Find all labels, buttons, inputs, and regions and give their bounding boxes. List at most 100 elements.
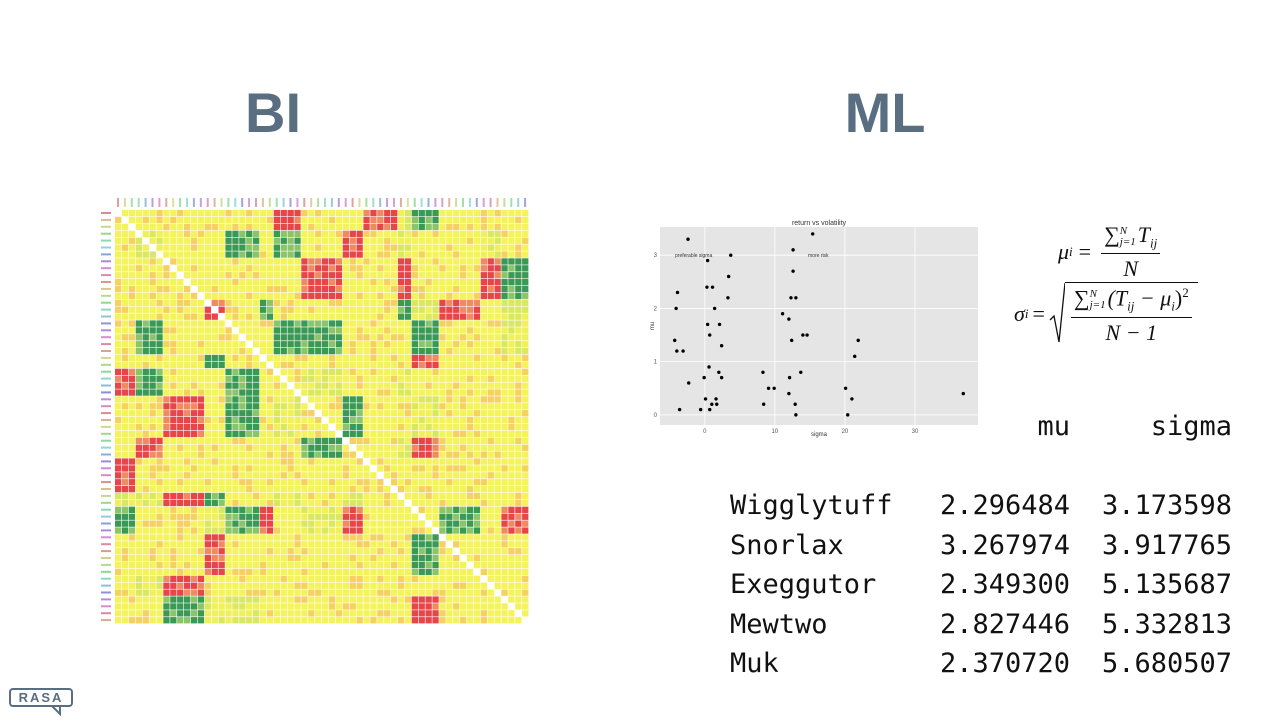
heatmap-cell <box>184 596 191 603</box>
heatmap-cell <box>349 375 356 382</box>
heatmap-cell <box>384 223 391 231</box>
heatmap-cell <box>239 610 246 617</box>
heatmap-cell <box>142 548 149 555</box>
heatmap-label <box>413 198 416 207</box>
heatmap-cell <box>384 285 391 293</box>
heatmap-cell <box>501 430 508 438</box>
heatmap-cell <box>149 361 156 369</box>
heatmap-cell <box>184 341 191 348</box>
heatmap-cell <box>418 210 425 217</box>
heatmap-cell <box>446 479 453 486</box>
heatmap-cell <box>377 444 384 451</box>
heatmap-cell <box>246 223 253 231</box>
x-tick-label: 10 <box>772 429 779 435</box>
heatmap-cell <box>280 258 287 265</box>
heatmap-cell <box>204 430 211 438</box>
heatmap-cell <box>259 451 267 458</box>
heatmap-cell <box>184 334 191 341</box>
heatmap-cell <box>280 596 287 603</box>
heatmap-cell <box>522 541 529 548</box>
heatmap-cell <box>280 541 287 548</box>
heatmap-cell <box>163 492 170 500</box>
heatmap-cell <box>473 375 481 382</box>
heatmap-cell <box>259 299 267 306</box>
heatmap-cell <box>294 561 301 569</box>
heatmap-cell <box>142 354 149 362</box>
heatmap-cell <box>163 410 170 417</box>
heatmap-cell <box>301 417 308 424</box>
heatmap-cell <box>246 479 253 486</box>
heatmap-cell <box>156 230 163 237</box>
heatmap-cell <box>308 472 315 479</box>
heatmap-cell <box>439 582 446 589</box>
heatmap-cell <box>225 403 232 410</box>
heatmap-cell <box>315 410 322 417</box>
heatmap-cell <box>322 417 329 424</box>
heatmap-cell <box>411 527 418 534</box>
heatmap-cell <box>184 223 191 231</box>
heatmap-cell <box>377 596 384 603</box>
heatmap-cell <box>218 306 225 313</box>
heatmap-cell <box>239 534 246 541</box>
heatmap-cell <box>328 465 336 472</box>
heatmap-cell <box>142 292 149 300</box>
heatmap-cell <box>411 313 418 320</box>
heatmap-cell <box>287 230 294 237</box>
heatmap-cell <box>170 437 177 444</box>
heatmap-cell <box>377 451 384 458</box>
heatmap-cell <box>446 548 453 555</box>
heatmap-cell <box>301 520 308 527</box>
heatmap-cell <box>328 244 336 251</box>
heatmap-cell <box>294 472 301 479</box>
heatmap-cell <box>280 368 287 375</box>
heatmap-cell <box>287 327 294 334</box>
heatmap-cell <box>280 479 287 486</box>
heatmap-cell <box>322 341 329 348</box>
heatmap-cell <box>121 430 129 438</box>
heatmap-cell <box>301 541 308 548</box>
heatmap-cell <box>211 506 218 513</box>
heatmap-cell <box>328 520 336 527</box>
heatmap-cell <box>121 210 129 217</box>
heatmap-cell <box>163 389 170 396</box>
heatmap-cell <box>301 437 308 444</box>
heatmap-label <box>101 536 111 539</box>
heatmap-cell <box>135 368 142 375</box>
heatmap-cell <box>515 444 522 451</box>
heatmap-cell <box>197 382 205 389</box>
heatmap-cell <box>522 361 529 369</box>
heatmap-cell <box>425 479 432 486</box>
heatmap-cell <box>266 410 274 417</box>
heatmap-cell <box>259 527 267 534</box>
heatmap-cell <box>308 548 315 555</box>
heatmap-cell <box>356 334 363 341</box>
heatmap-cell <box>439 499 446 507</box>
heatmap-cell <box>246 506 253 513</box>
heatmap-cell <box>411 272 418 279</box>
heatmap-cell <box>121 285 129 293</box>
heatmap-cell <box>232 389 239 396</box>
heatmap-cell <box>184 568 191 576</box>
heatmap-cell <box>218 561 225 569</box>
heatmap-cell <box>439 589 446 596</box>
heatmap-cell <box>280 451 287 458</box>
heatmap-cell <box>349 548 356 555</box>
heatmap-cell <box>466 292 474 300</box>
heatmap-cell <box>142 341 149 348</box>
heatmap-cell <box>115 492 122 500</box>
heatmap-cell <box>322 527 329 534</box>
heatmap-cell <box>425 430 432 438</box>
heatmap-cell <box>128 313 136 320</box>
heatmap-cell <box>391 603 398 610</box>
heatmap-cell <box>508 354 515 362</box>
heatmap-cell <box>259 555 267 562</box>
heatmap-cell <box>370 582 377 589</box>
heatmap-cell <box>397 368 405 375</box>
heatmap-cell <box>204 334 211 341</box>
heatmap-cell <box>515 541 522 548</box>
heatmap-cell <box>163 230 170 237</box>
heatmap-cell <box>121 555 129 562</box>
heatmap-label <box>137 198 140 207</box>
heatmap-cell <box>342 354 349 362</box>
heatmap-cell <box>335 341 343 348</box>
